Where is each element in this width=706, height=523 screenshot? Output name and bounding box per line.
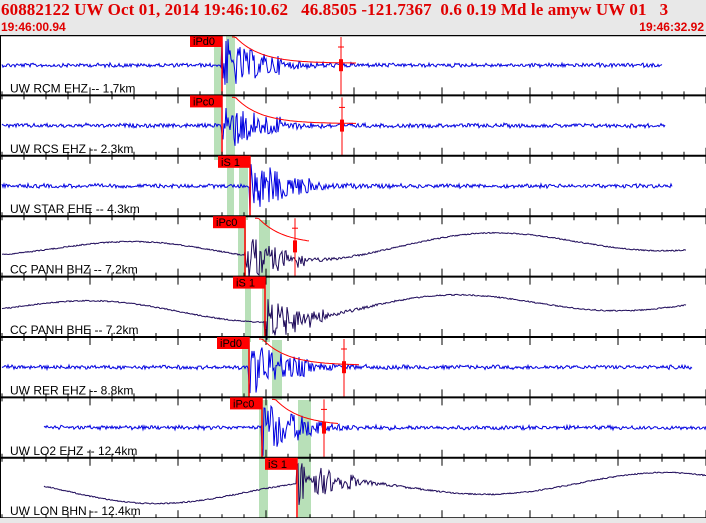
pick-window-shade bbox=[262, 278, 270, 342]
phase-pick-label: iS 1 bbox=[236, 278, 255, 290]
coda-decay-curve bbox=[255, 217, 310, 242]
pick-window-shade bbox=[227, 158, 234, 220]
waveform-trace bbox=[43, 404, 706, 456]
waveform-trace bbox=[1, 164, 673, 212]
trace-panel: iPd0 UW RCM EHZ -- 1.7km bbox=[0, 35, 706, 104]
waveform-trace bbox=[1, 347, 693, 394]
phase-pick-label: iPd0 bbox=[220, 338, 242, 350]
time-start-label: 19:46:00.94 bbox=[1, 20, 66, 34]
waveform-trace bbox=[43, 462, 706, 505]
phase-pick-label-bg[interactable] bbox=[217, 337, 249, 349]
trace-panel: iS 1 UW STAR EHE -- 4.3km bbox=[0, 155, 706, 225]
pick-window-shade bbox=[245, 278, 251, 342]
station-label: UW RCS EHZ -- 2.3km bbox=[10, 142, 133, 156]
pick-window-shade bbox=[242, 340, 250, 400]
coda-amplitude-marker bbox=[340, 119, 344, 132]
phase-pick-label: iS 1 bbox=[221, 157, 240, 169]
trace-panel: iPc0 CC PANH BHZ -- 7.2km bbox=[0, 216, 706, 285]
pick-window-shade bbox=[259, 400, 268, 518]
seismogram-plot: iPd0 UW RCM EHZ -- 1.7km iPc0 UW RCS EHZ --… bbox=[0, 34, 706, 523]
phase-pick-label: iPd0 bbox=[193, 36, 215, 48]
waveform-trace bbox=[1, 231, 686, 279]
phase-pick-label-bg[interactable] bbox=[190, 95, 222, 108]
waveform-trace bbox=[1, 293, 687, 340]
coda-amplitude-marker bbox=[322, 421, 326, 434]
phase-pick-label-bg[interactable] bbox=[190, 35, 222, 47]
trace-panel: iPd0 UW RER EHZ -- 8.8km bbox=[0, 337, 706, 406]
phase-pick-label-bg[interactable] bbox=[230, 397, 262, 410]
station-label: UW RER EHZ -- 8.8km bbox=[10, 383, 133, 397]
pick-window-shade bbox=[272, 340, 282, 400]
coda-amplitude-marker bbox=[339, 59, 343, 72]
phase-pick-label: iPc0 bbox=[233, 398, 254, 410]
trace-panel: iPc0 UW LO2 EHZ -- 12.4km bbox=[0, 397, 706, 466]
trace-panel: iS 1 CC PANH BHE -- 7.2km bbox=[0, 276, 706, 345]
seismogram-canvas: iPd0 UW RCM EHZ -- 1.7km iPc0 UW RCS EHZ --… bbox=[0, 34, 706, 523]
waveform-trace bbox=[1, 39, 663, 85]
time-end-label: 19:46:32.92 bbox=[639, 20, 704, 34]
phase-pick-label-bg[interactable] bbox=[233, 276, 265, 289]
pick-window-shade bbox=[259, 220, 270, 278]
coda-decay-curve bbox=[232, 96, 356, 124]
trace-panel: iS 1 UW LON BHN -- 12.4km bbox=[0, 457, 706, 523]
phase-pick-label: iPc0 bbox=[193, 96, 214, 108]
coda-amplitude-marker bbox=[342, 361, 346, 374]
coda-amplitude-marker bbox=[293, 240, 297, 253]
station-label: UW STAR EHE -- 4.3km bbox=[10, 202, 140, 216]
phase-pick-label-bg[interactable] bbox=[213, 216, 245, 229]
pick-window-shade bbox=[239, 158, 248, 220]
station-label: UW LO2 EHZ -- 12.4km bbox=[10, 444, 137, 458]
phase-pick-label-bg[interactable] bbox=[218, 155, 250, 168]
header: 60882122 UW Oct 01, 2014 19:46:10.62 46.… bbox=[0, 0, 706, 36]
coda-decay-curve bbox=[272, 398, 339, 424]
station-label: CC PANH BHE -- 7.2km bbox=[10, 323, 138, 337]
station-label: UW LON BHN -- 12.4km bbox=[10, 504, 141, 518]
phase-pick-label-bg[interactable] bbox=[265, 457, 297, 470]
station-label: UW RCM EHZ -- 1.7km bbox=[10, 81, 135, 95]
trace-panel: iPc0 UW RCS EHZ -- 2.3km bbox=[0, 95, 706, 164]
coda-decay-curve bbox=[232, 36, 356, 64]
waveform-trace bbox=[1, 107, 666, 146]
station-label: CC PANH BHZ -- 7.2km bbox=[10, 263, 138, 277]
pick-window-shade bbox=[226, 35, 235, 160]
phase-pick-label: iS 1 bbox=[268, 459, 287, 471]
pick-window-shade bbox=[238, 220, 246, 278]
event-title: 60882122 UW Oct 01, 2014 19:46:10.62 46.… bbox=[1, 0, 669, 19]
phase-pick-label: iPc0 bbox=[216, 217, 237, 229]
